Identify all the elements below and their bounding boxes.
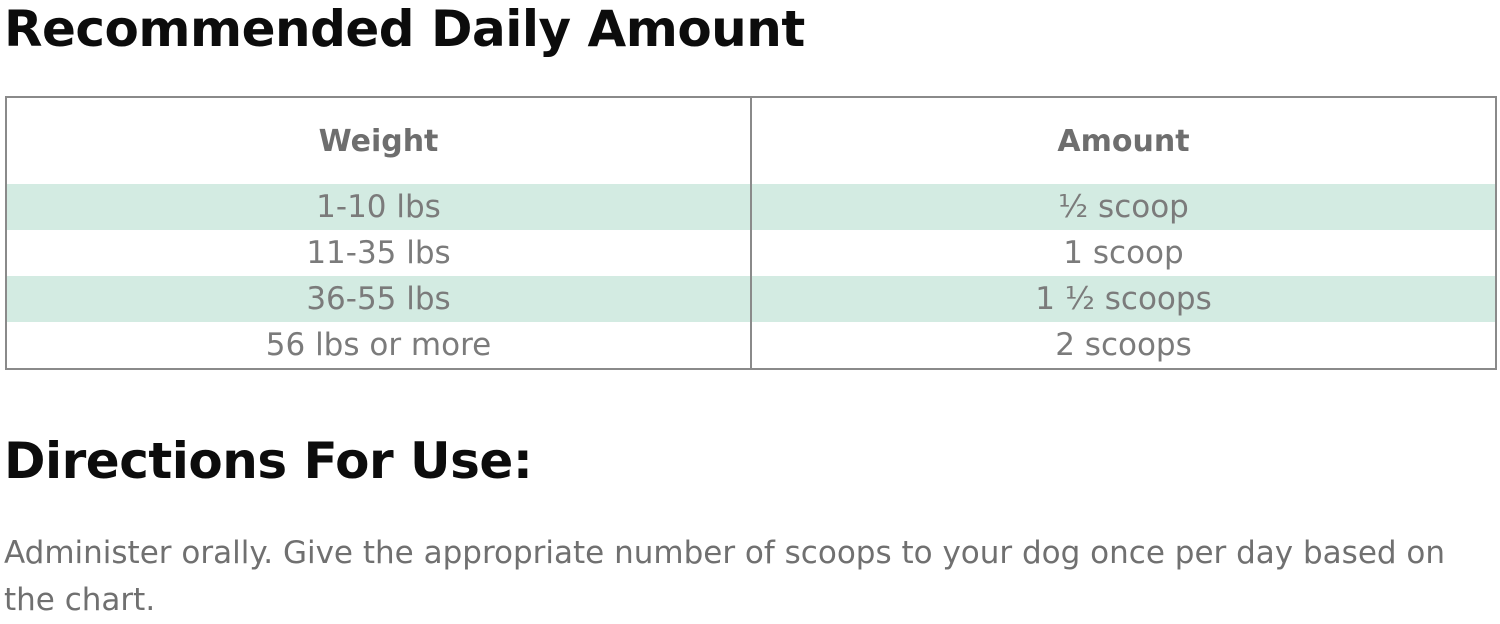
amount-cell: 1 ½ scoops [750,276,1496,322]
weight-cell: 11-35 lbs [306,235,451,271]
amount-cell: 2 scoops [750,322,1496,369]
table-row: 11-35 lbs 1 scoop [6,230,1496,276]
table-row: 56 lbs or more 2 scoops [6,322,1496,369]
dosage-table: Weight Amount 1-10 lbs ½ scoop 11-35 lbs… [5,96,1497,370]
amount-cell: 1 scoop [750,230,1496,276]
weight-column-header: Weight [318,123,439,159]
table-row: 1-10 lbs ½ scoop [6,184,1496,230]
directions-heading: Directions For Use: [4,432,533,490]
weight-cell: 56 lbs or more [265,327,492,363]
amount-cell: ½ scoop [750,184,1496,230]
table-header-row: Weight Amount [6,97,1496,184]
recommended-daily-amount-heading: Recommended Daily Amount [4,0,805,58]
weight-cell: 1-10 lbs [6,184,751,230]
table-row: 36-55 lbs 1 ½ scoops [6,276,1496,322]
amount-column-header: Amount [750,97,1496,184]
directions-text: Administer orally. Give the appropriate … [4,535,1446,618]
weight-cell: 36-55 lbs [6,276,751,322]
